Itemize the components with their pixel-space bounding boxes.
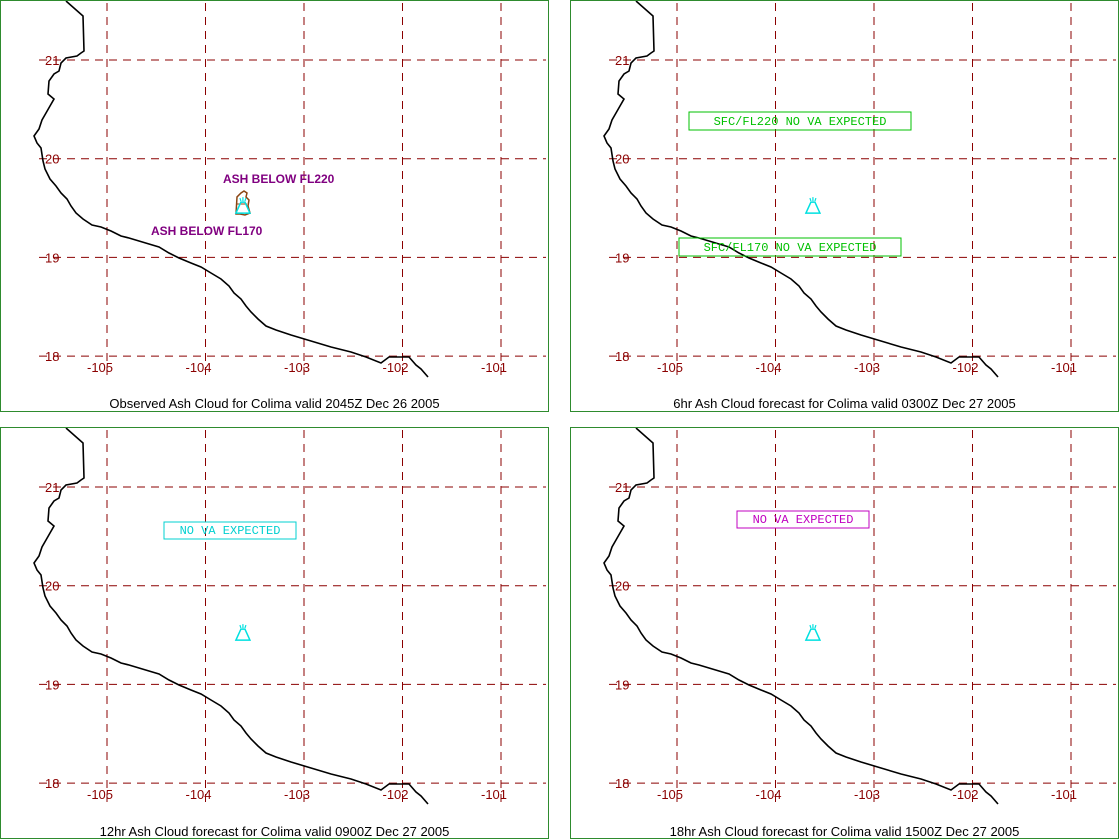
panel-caption: 6hr Ash Cloud forecast for Colima valid …: [673, 396, 1016, 411]
lon-tick-label: -104: [755, 360, 781, 375]
lon-tick-label: -104: [185, 787, 211, 802]
lon-tick-label: -101: [1051, 360, 1077, 375]
lat-tick-label: 21: [45, 53, 59, 68]
forecast-label-fl170: SFC/FL170 NO VA EXPECTED: [704, 241, 877, 255]
lon-tick-label: -102: [952, 787, 978, 802]
lat-tick-label: 19: [615, 677, 629, 692]
lat-tick-label: 20: [615, 579, 629, 594]
axis-ticks: -105 -104 -103 -102 -101 21 20 19 18: [45, 480, 507, 802]
lon-tick-label: -101: [481, 787, 507, 802]
lat-tick-label: 20: [615, 152, 629, 167]
lon-tick-label: -101: [1051, 787, 1077, 802]
lat-tick-label: 19: [615, 250, 629, 265]
coastline: [33, 1, 429, 378]
volcano-icon: [804, 624, 822, 641]
lat-tick-label: 19: [45, 250, 59, 265]
ash-label-fl220: ASH BELOW FL220: [223, 172, 335, 186]
coastline: [603, 1, 999, 378]
axis-ticks: -105 -104 -103 -102 -101 21 20 19 18: [615, 480, 1077, 802]
map-panel-observed: -105 -104 -103 -102 -101 21 20 19 18 ASH BELOW F…: [0, 0, 549, 412]
lon-tick-label: -102: [952, 360, 978, 375]
map-panel-18hr: -105 -104 -103 -102 -101 21 20 19 18 NO VA EXPEC…: [570, 427, 1119, 839]
forecast-label-fl220: SFC/FL220 NO VA EXPECTED: [714, 115, 887, 129]
lon-tick-label: -101: [481, 360, 507, 375]
lat-tick-label: 18: [45, 776, 59, 791]
ash-label-fl170: ASH BELOW FL170: [151, 224, 263, 238]
lat-tick-label: 18: [615, 776, 629, 791]
lon-tick-label: -105: [87, 787, 113, 802]
volcano-icon: [234, 197, 252, 214]
panel-caption: 18hr Ash Cloud forecast for Colima valid…: [669, 824, 1020, 839]
lon-tick-label: -103: [854, 360, 880, 375]
lon-tick-label: -103: [284, 787, 310, 802]
lon-tick-label: -104: [185, 360, 211, 375]
lat-tick-label: 21: [615, 53, 629, 68]
panel-caption: Observed Ash Cloud for Colima valid 2045…: [109, 396, 440, 411]
axis-ticks: -105 -104 -103 -102 -101 21 20 19 18: [45, 53, 507, 375]
map-canvas-12hr: -105 -104 -103 -102 -101 21 20 19 18 NO VA EXPEC…: [33, 428, 546, 806]
lat-tick-label: 18: [615, 349, 629, 364]
map-canvas-18hr: -105 -104 -103 -102 -101 21 20 19 18 NO VA EXPEC…: [603, 428, 1116, 806]
label-box: [678, 237, 902, 257]
ash-cloud-outline: [235, 190, 251, 216]
lon-tick-label: -105: [657, 360, 683, 375]
forecast-label: NO VA EXPECTED: [753, 513, 854, 527]
label-box: [688, 111, 912, 131]
grid-lines: [609, 430, 1116, 806]
coastline: [33, 428, 429, 805]
grid-lines: [39, 3, 546, 379]
lon-tick-label: -104: [755, 787, 781, 802]
lat-tick-label: 21: [45, 480, 59, 495]
map-panel-12hr: -105 -104 -103 -102 -101 21 20 19 18 NO VA EXPEC…: [0, 427, 549, 839]
lat-tick-label: 19: [45, 677, 59, 692]
lon-tick-label: -103: [284, 360, 310, 375]
label-box: [736, 510, 870, 529]
lat-tick-label: 20: [45, 152, 59, 167]
grid-lines: [609, 3, 1116, 379]
coastline: [603, 428, 999, 805]
lon-tick-label: -105: [87, 360, 113, 375]
axis-ticks: -105 -104 -103 -102 -101 21 20 19 18: [615, 53, 1077, 375]
map-canvas-6hr: -105 -104 -103 -102 -101 21 20 19 18 SFC/FL220 N…: [603, 1, 1116, 379]
lon-tick-label: -102: [382, 360, 408, 375]
grid-lines: [39, 430, 546, 806]
panel-caption: 12hr Ash Cloud forecast for Colima valid…: [99, 824, 450, 839]
map-panel-6hr: -105 -104 -103 -102 -101 21 20 19 18 SFC/FL220 N…: [570, 0, 1119, 412]
lon-tick-label: -102: [382, 787, 408, 802]
lat-tick-label: 21: [615, 480, 629, 495]
lat-tick-label: 20: [45, 579, 59, 594]
volcano-icon: [234, 624, 252, 641]
map-canvas-observed: -105 -104 -103 -102 -101 21 20 19 18 ASH BELOW F…: [33, 1, 546, 379]
lon-tick-label: -105: [657, 787, 683, 802]
lat-tick-label: 18: [45, 349, 59, 364]
lon-tick-label: -103: [854, 787, 880, 802]
volcano-icon: [804, 197, 822, 214]
forecast-label: NO VA EXPECTED: [180, 524, 281, 538]
label-box: [163, 521, 297, 540]
